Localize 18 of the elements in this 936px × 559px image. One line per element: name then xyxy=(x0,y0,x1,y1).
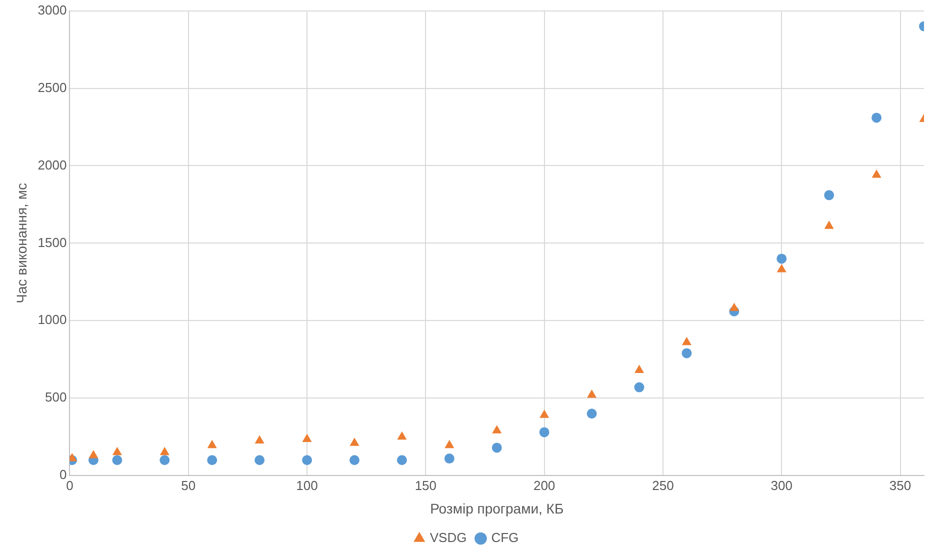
x-tick-label: 100 xyxy=(296,478,318,493)
y-tick-label: 1000 xyxy=(38,312,67,328)
x-tick-label: 50 xyxy=(181,478,196,493)
y-tick-label: 3000 xyxy=(38,2,67,18)
y-axis-title: Час виконання, мс xyxy=(13,183,30,304)
y-tick-label: 0 xyxy=(59,467,67,482)
legend-label: VSDG xyxy=(430,530,467,546)
y-tick-label: 2000 xyxy=(38,157,67,172)
x-tick-label: 350 xyxy=(889,478,912,493)
x-tick-label: 200 xyxy=(533,478,556,493)
x-tick-label: 150 xyxy=(414,478,437,493)
x-tick-label: 300 xyxy=(770,478,792,493)
x-tick-label: 250 xyxy=(652,478,674,493)
legend-label: CFG xyxy=(491,530,519,546)
x-axis-title: Розмір програми, КБ xyxy=(430,500,564,516)
y-tick-label: 500 xyxy=(45,390,67,405)
y-tick-label: 2500 xyxy=(38,80,67,95)
y-tick-label: 1500 xyxy=(38,234,67,250)
